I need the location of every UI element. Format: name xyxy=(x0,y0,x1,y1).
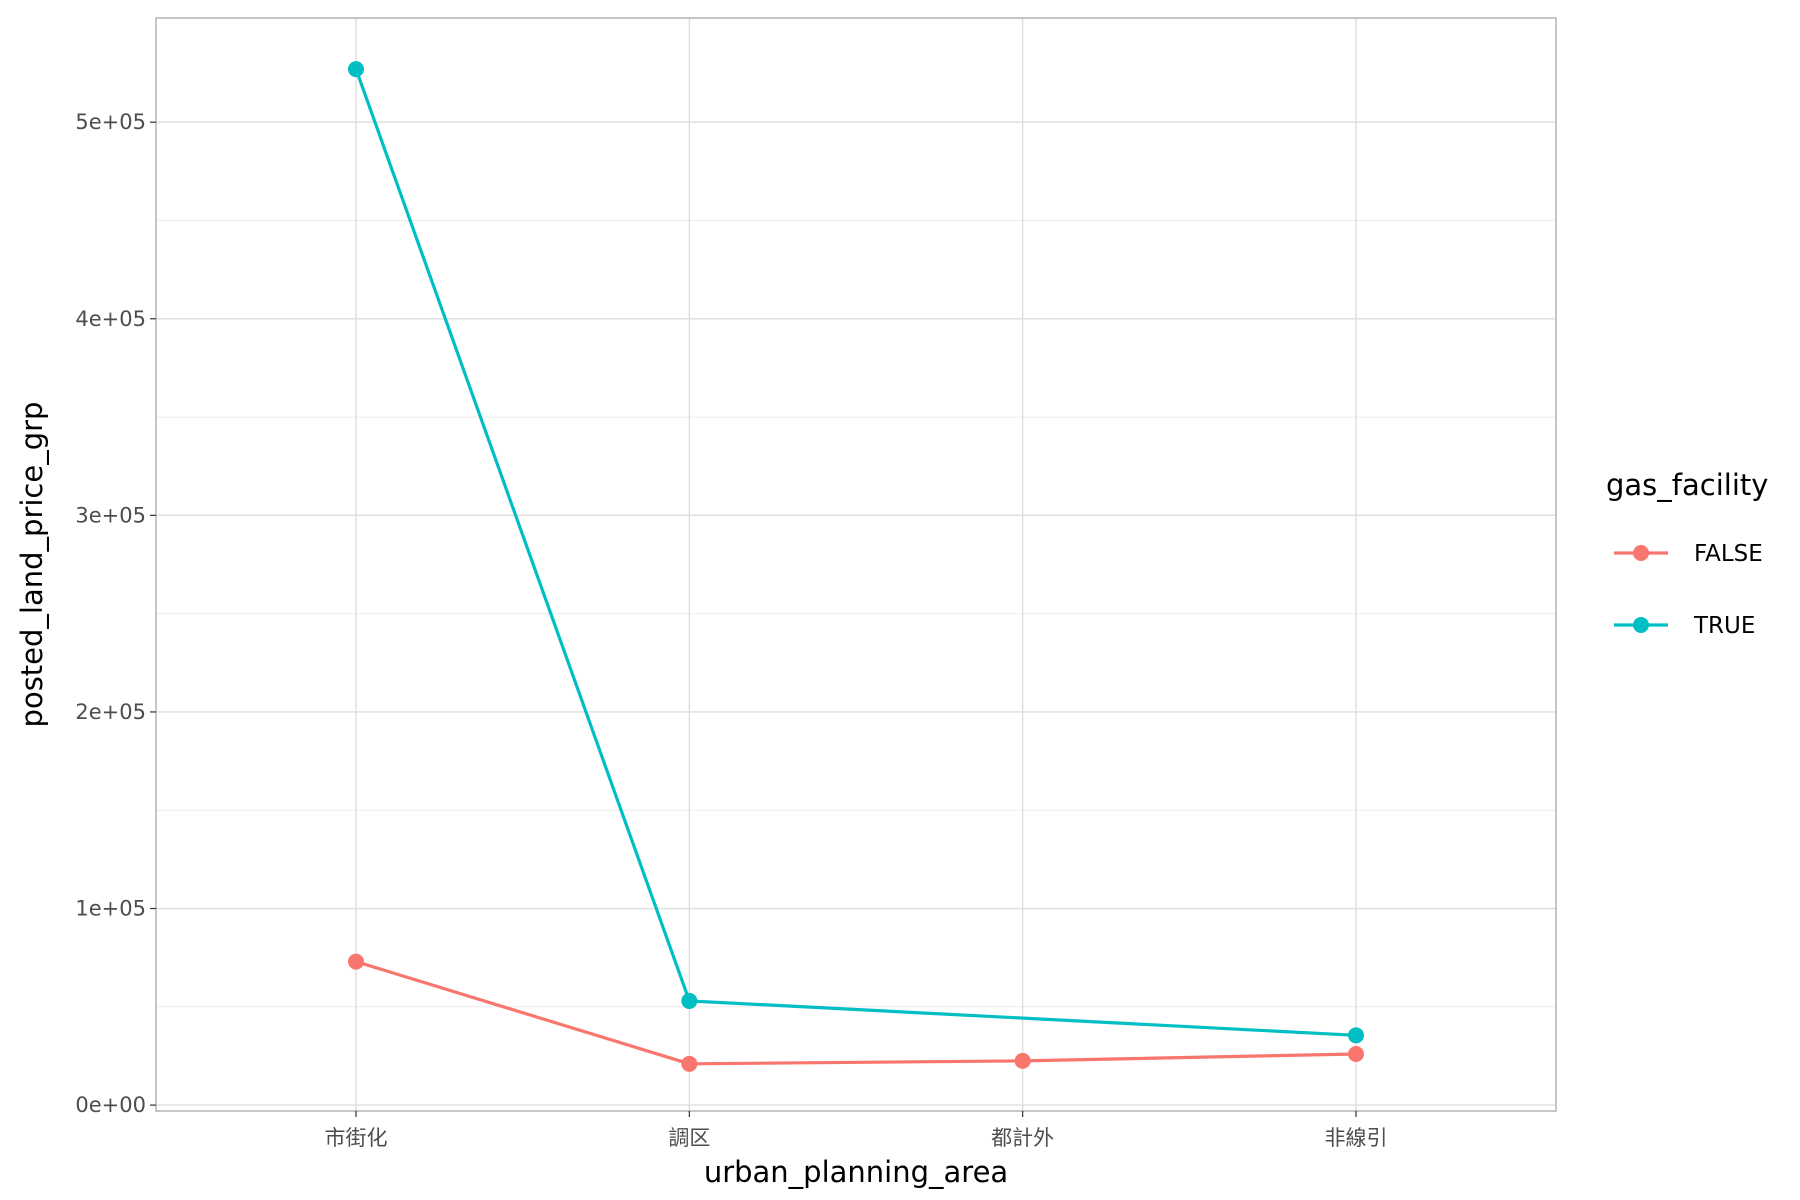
y-tick-label: 4e+05 xyxy=(75,307,146,331)
data-point-false xyxy=(348,953,364,970)
legend-key-point xyxy=(1633,617,1649,633)
legend-label: TRUE xyxy=(1693,613,1755,639)
x-tick-label: 調区 xyxy=(668,1126,710,1150)
legend-label: FALSE xyxy=(1694,541,1763,567)
y-tick-label: 1e+05 xyxy=(75,897,146,921)
legend: gas_facility FALSE TRUE xyxy=(1606,468,1768,639)
x-tick-label: 市街化 xyxy=(325,1126,388,1150)
data-point-true xyxy=(1348,1027,1364,1044)
data-point-false xyxy=(681,1055,698,1072)
legend-items: FALSE TRUE xyxy=(1614,541,1763,639)
x-tick-label: 都計外 xyxy=(991,1126,1054,1150)
data-point-false xyxy=(1348,1045,1364,1062)
grid-major xyxy=(156,18,1556,1111)
data-point-true xyxy=(681,992,698,1009)
y-axis: 0e+00 1e+05 2e+05 3e+05 4e+05 5e+05 xyxy=(75,110,156,1117)
panel-border xyxy=(155,17,1557,1112)
y-tick-label: 5e+05 xyxy=(75,110,146,134)
grid-minor xyxy=(156,219,1556,1008)
y-tick-label: 3e+05 xyxy=(75,503,146,527)
legend-title: gas_facility xyxy=(1606,468,1768,502)
x-axis-title: urban_planning_area xyxy=(704,1155,1008,1189)
data-point-true xyxy=(348,61,364,78)
y-tick-label: 2e+05 xyxy=(75,700,146,724)
legend-key-point xyxy=(1633,545,1649,561)
series-layer xyxy=(348,61,1364,1072)
data-point-false xyxy=(1014,1052,1031,1069)
x-axis: 市街化 調区 都計外 非線引 xyxy=(325,1111,1388,1150)
y-tick-label: 0e+00 xyxy=(75,1093,146,1117)
y-axis-title: posted_land_price_grp xyxy=(15,402,49,728)
series-line-false xyxy=(355,960,1357,1066)
x-tick-label: 非線引 xyxy=(1325,1126,1388,1150)
